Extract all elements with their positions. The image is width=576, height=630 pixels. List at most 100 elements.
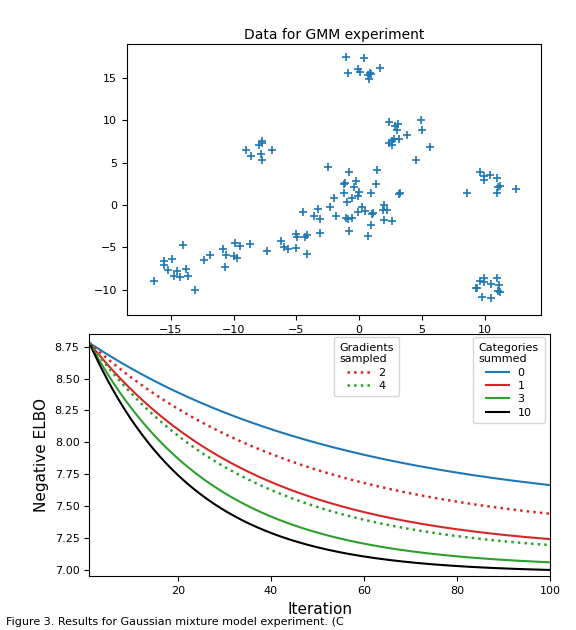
Point bbox=[258, 136, 267, 146]
Point bbox=[492, 273, 502, 284]
Point bbox=[325, 202, 335, 212]
Point bbox=[315, 228, 324, 238]
Point bbox=[293, 232, 302, 242]
Point bbox=[309, 212, 319, 222]
Point bbox=[276, 236, 286, 246]
Point bbox=[463, 188, 472, 198]
Point bbox=[493, 173, 502, 183]
Point bbox=[495, 280, 504, 290]
Point bbox=[291, 243, 301, 253]
Point bbox=[372, 165, 381, 175]
X-axis label: Iteration: Iteration bbox=[287, 602, 352, 617]
Point bbox=[425, 142, 434, 152]
Point bbox=[511, 184, 520, 194]
Point bbox=[366, 188, 376, 198]
Point bbox=[385, 139, 394, 149]
Point bbox=[492, 188, 502, 198]
Point bbox=[403, 130, 412, 140]
Point bbox=[340, 178, 350, 188]
Legend: 0, 1, 3, 10: 0, 1, 3, 10 bbox=[473, 337, 544, 423]
Point bbox=[340, 188, 349, 198]
Point bbox=[313, 204, 323, 214]
Point bbox=[480, 171, 489, 181]
Point bbox=[473, 284, 482, 294]
Point bbox=[366, 220, 376, 231]
Point bbox=[348, 213, 357, 223]
Point bbox=[172, 266, 181, 276]
Y-axis label: Negative ELBO: Negative ELBO bbox=[34, 398, 49, 512]
Point bbox=[353, 64, 362, 74]
Point bbox=[222, 249, 231, 260]
Point bbox=[246, 239, 255, 249]
Point bbox=[366, 69, 375, 79]
Point bbox=[355, 67, 365, 77]
Point bbox=[302, 249, 312, 260]
Point bbox=[257, 156, 267, 166]
Point bbox=[291, 229, 301, 239]
Point bbox=[380, 215, 389, 225]
Point bbox=[344, 168, 353, 178]
Point bbox=[298, 207, 307, 217]
Point bbox=[167, 253, 176, 263]
Point bbox=[329, 193, 338, 203]
Point bbox=[283, 244, 293, 255]
Point bbox=[388, 136, 397, 146]
Point bbox=[478, 292, 487, 302]
Point bbox=[367, 209, 376, 219]
Point bbox=[354, 192, 363, 202]
Point bbox=[343, 68, 353, 78]
Point bbox=[365, 67, 374, 77]
Point bbox=[315, 214, 324, 224]
Point bbox=[393, 125, 402, 135]
Point bbox=[395, 189, 404, 199]
Point bbox=[268, 145, 277, 155]
Point bbox=[343, 197, 352, 207]
Point bbox=[159, 260, 168, 270]
Point bbox=[486, 279, 495, 289]
Point bbox=[479, 277, 488, 287]
Point bbox=[280, 243, 289, 253]
Point bbox=[411, 155, 420, 165]
Point bbox=[176, 272, 185, 282]
Point bbox=[256, 149, 266, 159]
Point bbox=[393, 118, 402, 129]
Title: Data for GMM experiment: Data for GMM experiment bbox=[244, 28, 425, 42]
Point bbox=[206, 251, 215, 261]
Point bbox=[364, 74, 373, 84]
Point bbox=[236, 241, 245, 251]
Point bbox=[495, 287, 504, 297]
Point bbox=[364, 69, 373, 79]
Point bbox=[350, 182, 359, 192]
Point bbox=[396, 188, 405, 198]
Point bbox=[472, 283, 481, 293]
Point bbox=[220, 262, 229, 272]
Point bbox=[369, 208, 378, 218]
Point bbox=[378, 205, 387, 215]
Point bbox=[379, 200, 388, 210]
Point bbox=[342, 52, 351, 62]
Point bbox=[351, 176, 361, 186]
Point bbox=[324, 163, 333, 173]
Point bbox=[170, 272, 179, 282]
Point bbox=[496, 181, 505, 191]
Point bbox=[230, 238, 240, 248]
Point bbox=[390, 120, 399, 130]
Point bbox=[241, 145, 250, 155]
Point bbox=[233, 253, 242, 263]
Point bbox=[302, 229, 312, 239]
Point bbox=[229, 251, 238, 261]
Point bbox=[476, 167, 485, 177]
Point bbox=[388, 140, 397, 150]
Point bbox=[494, 181, 503, 192]
Point bbox=[360, 206, 369, 216]
Point bbox=[486, 293, 495, 303]
Point bbox=[486, 170, 495, 180]
Point bbox=[384, 117, 393, 127]
Point bbox=[359, 54, 369, 64]
Point bbox=[394, 134, 403, 144]
Point bbox=[343, 214, 353, 224]
Point bbox=[331, 211, 340, 221]
Point bbox=[354, 187, 363, 197]
Point bbox=[300, 232, 309, 243]
Point bbox=[160, 256, 169, 266]
